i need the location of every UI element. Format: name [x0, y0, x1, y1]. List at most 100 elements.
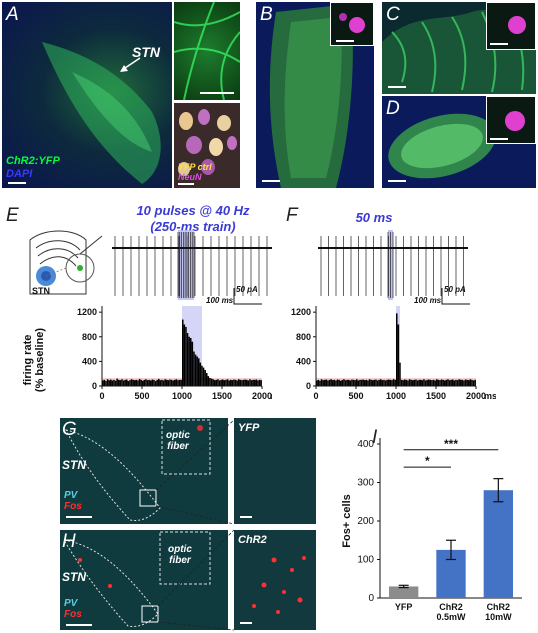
histogram-bar [407, 380, 409, 386]
histogram-bar [343, 379, 345, 386]
y-tick-label: 400 [357, 439, 374, 450]
panel-b-inset [330, 2, 374, 46]
histogram-bar [356, 379, 358, 386]
histogram-bar [228, 380, 230, 386]
histogram-bar [317, 379, 320, 386]
histogram-bar [122, 380, 125, 386]
histogram-bar [210, 378, 213, 386]
histogram-bar [183, 324, 186, 386]
histogram-bar [463, 380, 465, 386]
histogram-bar [325, 379, 328, 386]
histogram-bar [460, 379, 462, 386]
panel-b-tissue [269, 4, 353, 188]
histogram-bar [126, 379, 128, 386]
histogram-bar [434, 380, 436, 386]
histogram-bar [376, 380, 379, 386]
category-label: ChR2 [439, 602, 463, 612]
histogram-bar [405, 379, 408, 386]
histogram-bar [236, 380, 238, 386]
histogram-bar [132, 379, 134, 386]
panel-g-stain-pv: PV [64, 490, 78, 501]
panel-a-inset-top [174, 2, 240, 100]
panel-g-stn-label: STN [62, 458, 86, 472]
histogram-bar [392, 379, 395, 386]
histogram-bar [368, 379, 371, 386]
histogram-bar [201, 365, 203, 386]
histogram-bar [138, 378, 141, 386]
histogram-bar [260, 380, 262, 386]
histogram-bar [436, 379, 438, 386]
histogram-bar [247, 380, 250, 386]
bar [483, 490, 514, 598]
histogram-bar [360, 379, 363, 386]
y-tick-label: 800 [296, 332, 311, 342]
panel-a-scale-bar [8, 182, 26, 184]
histogram-bar [169, 379, 171, 386]
panel-a-legend-dapi: DAPI [6, 168, 33, 180]
histogram-bar [444, 380, 446, 386]
y-tick-label: 400 [296, 356, 311, 366]
panel-g-outlines [65, 419, 211, 521]
histogram-bar [410, 379, 412, 386]
panel-a-inset-top-scale-bar [200, 92, 234, 94]
histogram-bar [162, 380, 165, 386]
panel-e-ylabel-text: firing rate (% baseline) [22, 327, 46, 393]
panel-b-inset-cell [339, 13, 365, 33]
histogram-bar [150, 380, 152, 386]
histogram-bar [359, 379, 361, 386]
histogram-bar [230, 379, 232, 386]
histogram-bar [335, 380, 337, 386]
panel-a-letter: A [6, 4, 19, 25]
histogram-bar [206, 373, 208, 386]
histogram-bar [416, 380, 419, 386]
histogram-bar [453, 380, 456, 386]
histogram-bar [461, 379, 464, 386]
histogram-bar [105, 381, 107, 386]
histogram-bar [135, 379, 138, 386]
histogram-bar [164, 379, 166, 386]
panel-h-zoom: ChR2 [234, 530, 316, 630]
histogram-bar [352, 379, 355, 386]
histogram-bar [455, 379, 457, 386]
panel-e-scale-time: 100 ms [206, 296, 234, 305]
histogram-bar [357, 380, 360, 386]
histogram-bar [215, 379, 218, 386]
histogram-bar [204, 370, 206, 386]
histogram-bar [103, 379, 106, 386]
histogram-bar [244, 379, 246, 386]
panel-h-fiber-label-1: optic [168, 544, 192, 555]
histogram-bar [452, 379, 454, 386]
panel-a-legend-chr2: ChR2:YFP [6, 155, 60, 167]
histogram-bar [140, 379, 142, 386]
histogram-bar [397, 324, 400, 386]
histogram-bar [420, 379, 422, 386]
histogram-bar [383, 379, 385, 386]
histogram-bar [191, 341, 194, 386]
panel-c-letter: C [386, 4, 400, 25]
histogram-bar [418, 379, 420, 386]
histogram-bar [193, 351, 195, 386]
panel-a-inset-cells [178, 109, 237, 176]
panel-d-inset-scale-bar [490, 138, 508, 140]
histogram-bar [394, 379, 396, 386]
histogram-bar [188, 336, 190, 386]
histogram-bar [474, 379, 476, 386]
panel-f-scale-time: 100 ms [414, 296, 442, 305]
y-tick-label: 0 [306, 381, 311, 391]
x-tick-label: 500 [348, 391, 363, 401]
panel-h-fiber-label: optic fiber [168, 544, 192, 566]
x-tick-label: 2000 [466, 391, 486, 401]
panel-a-stn-glow [42, 42, 161, 184]
histogram-bar [254, 379, 256, 386]
histogram-bar [222, 379, 224, 386]
histogram-bar [226, 379, 229, 386]
histogram-bar [142, 380, 144, 386]
x-tick-label: 1000 [172, 391, 192, 401]
histogram-bar [471, 379, 473, 386]
y-tick-label: 0 [368, 593, 374, 604]
histogram-bar [370, 379, 372, 386]
y-tick-label: 800 [82, 332, 97, 342]
histogram-bar [464, 379, 467, 386]
